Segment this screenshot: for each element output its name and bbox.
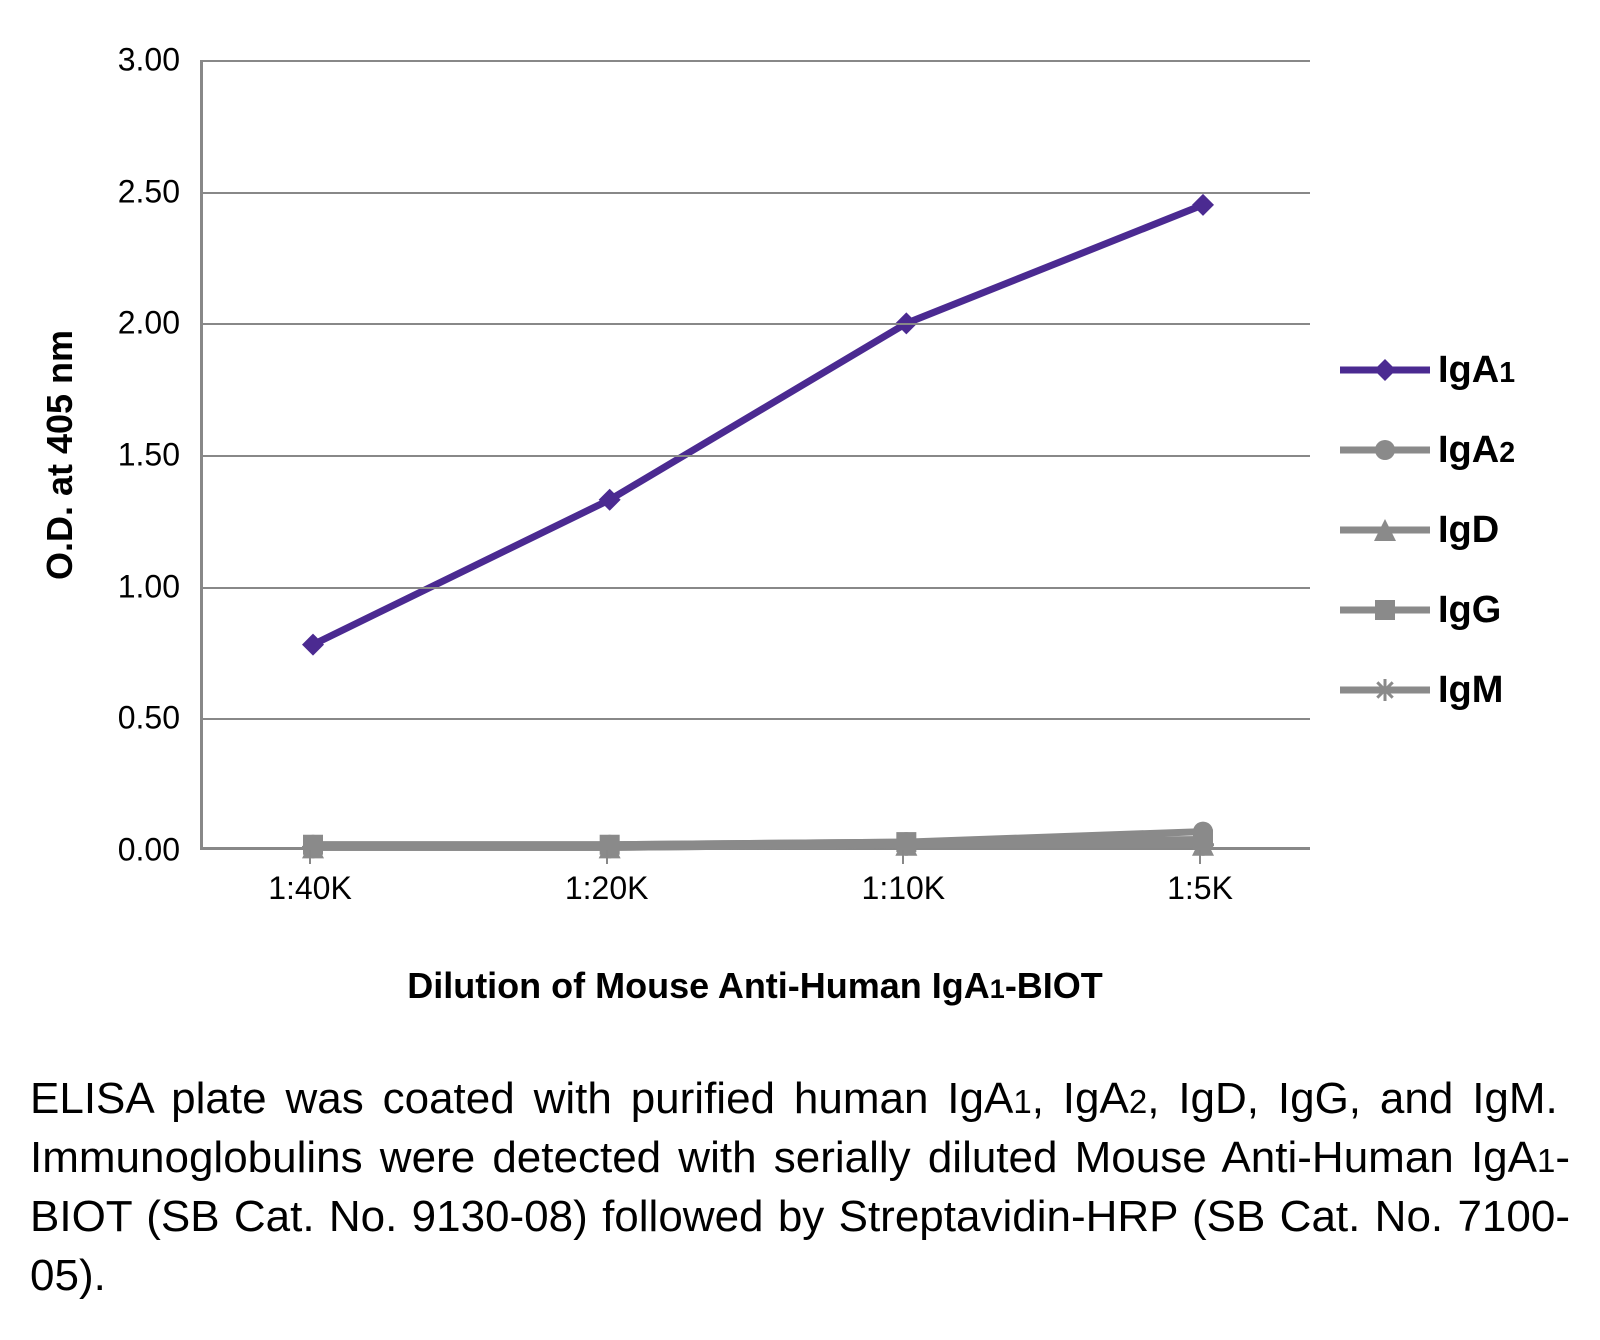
series-line-IgM (313, 845, 1203, 848)
legend-item-IgA1: IgA1 (1340, 330, 1515, 410)
legend-swatch (1340, 590, 1430, 630)
legend-swatch (1340, 670, 1430, 710)
figure-caption: ELISA plate was coated with purified hum… (30, 1070, 1570, 1306)
x-tick-mark (309, 850, 311, 864)
gridline (203, 192, 1310, 194)
y-tick-label: 1.50 (20, 437, 180, 474)
x-tick-mark (606, 850, 608, 864)
y-tick-label: 2.00 (20, 305, 180, 342)
y-tick-label: 3.00 (20, 42, 180, 79)
gridline (203, 718, 1310, 720)
plot-area (200, 60, 1310, 850)
legend-swatch (1340, 510, 1430, 550)
legend-label: IgM (1438, 669, 1503, 712)
legend-swatch (1340, 430, 1430, 470)
legend-item-IgD: IgD (1340, 490, 1515, 570)
y-tick-label: 2.50 (20, 173, 180, 210)
x-axis-title: Dilution of Mouse Anti-Human IgA1-BIOT (407, 965, 1103, 1007)
legend-item-IgG: IgG (1340, 570, 1515, 650)
legend-label: IgD (1438, 509, 1499, 552)
x-tick-label: 1:40K (268, 870, 352, 907)
gridline (203, 455, 1310, 457)
x-tick-label: 1:5K (1167, 870, 1233, 907)
gridline (203, 60, 1310, 62)
y-tick-label: 0.00 (20, 832, 180, 869)
legend-label: IgA2 (1438, 429, 1515, 472)
series-line-IgA1 (313, 205, 1203, 645)
legend: IgA1 IgA2 IgD IgG IgM (1340, 330, 1515, 730)
legend-label: IgA1 (1438, 349, 1515, 392)
x-tick-label: 1:10K (862, 870, 946, 907)
gridline (203, 323, 1310, 325)
gridline (203, 587, 1310, 589)
x-tick-mark (1199, 850, 1201, 864)
legend-item-IgA2: IgA2 (1340, 410, 1515, 490)
x-tick-mark (902, 850, 904, 864)
legend-label: IgG (1438, 589, 1501, 632)
y-tick-label: 0.50 (20, 700, 180, 737)
legend-item-IgM: IgM (1340, 650, 1515, 730)
chart-svg (203, 60, 1310, 847)
y-tick-label: 1.00 (20, 568, 180, 605)
legend-swatch (1340, 350, 1430, 390)
x-tick-label: 1:20K (565, 870, 649, 907)
chart-container: O.D. at 405 nm Dilution of Mouse Anti-Hu… (0, 0, 1600, 1060)
